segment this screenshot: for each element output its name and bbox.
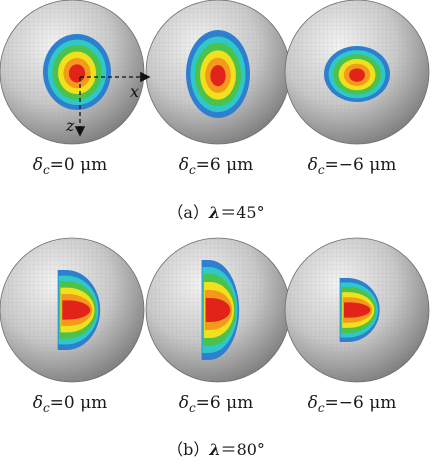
contour-band: [349, 68, 365, 82]
contact-patch-a2: [186, 30, 250, 118]
panel-b: [0, 237, 430, 383]
sphere-label-a1: δc=0 μm: [33, 155, 108, 177]
sphere-label-a3: δc=−6 μm: [308, 155, 397, 177]
contact-patch-b1: [57, 270, 101, 350]
contour-band: [210, 65, 226, 87]
contour-band: [62, 300, 91, 320]
contact-patch-b2: [201, 260, 240, 360]
sphere-label-b3: δc=−6 μm: [308, 393, 397, 415]
sphere-label-b2: δc=6 μm: [179, 393, 254, 415]
x-axis-label: x: [130, 82, 139, 101]
contact-patch-a3: [324, 46, 390, 102]
contour-band: [68, 64, 86, 83]
panel-a-caption: （a）λ＝45°: [167, 203, 264, 222]
z-axis-label: z: [65, 116, 75, 135]
sphere-outline: [284, 237, 430, 383]
sphere-label-b1: δc=0 μm: [33, 393, 108, 415]
contour-band: [205, 298, 231, 322]
sphere-label-a2: δc=6 μm: [179, 155, 254, 177]
contour-band: [344, 302, 371, 318]
contact-patch-b3: [339, 278, 380, 342]
axis-indicator: x z: [65, 71, 151, 137]
sphere-outline: [284, 0, 430, 145]
panel-a: [0, 0, 430, 145]
contact-patch-a1: [43, 34, 111, 110]
panel-b-caption: （b）λ＝80°: [167, 440, 265, 459]
sphere-outline: [0, 237, 145, 383]
